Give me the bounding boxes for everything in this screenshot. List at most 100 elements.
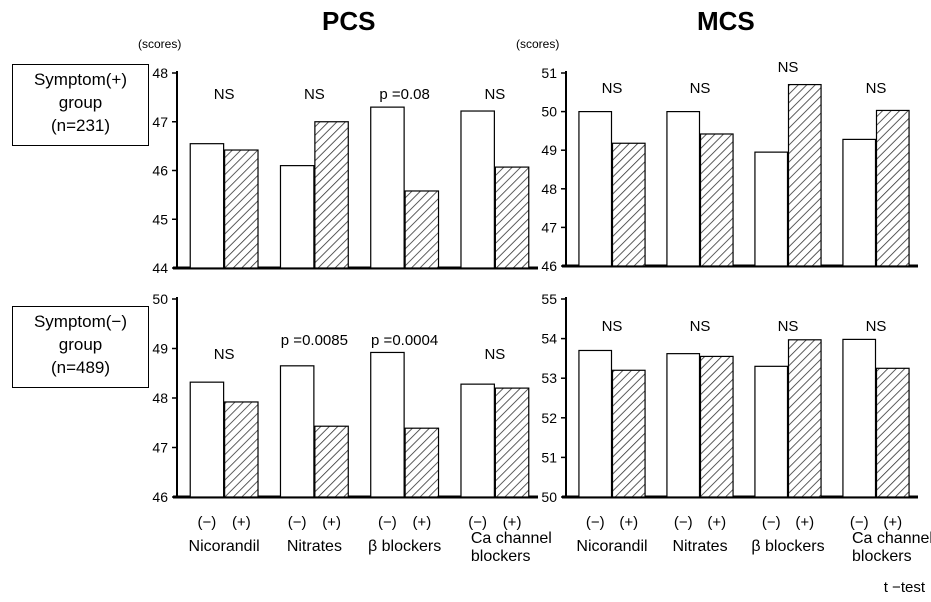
bar-without-drug bbox=[754, 365, 789, 498]
bar-without-drug bbox=[666, 110, 701, 267]
pcs-heading: PCS bbox=[322, 6, 376, 36]
category-label: Nitrates bbox=[287, 538, 342, 555]
bar-without-drug bbox=[578, 349, 613, 498]
significance-annotation: NS bbox=[304, 86, 325, 103]
bar-with-drug bbox=[611, 142, 646, 267]
significance-annotation: NS bbox=[778, 59, 799, 76]
bar-without-drug bbox=[279, 165, 315, 269]
sub-label-plus: (+) bbox=[883, 514, 902, 531]
category-label: Ca channel bbox=[852, 530, 931, 547]
y-tick-label: 51 bbox=[541, 65, 557, 81]
sub-label-minus: (−) bbox=[468, 514, 487, 531]
bar-without-drug bbox=[370, 351, 405, 498]
y-tick-label: 48 bbox=[152, 65, 168, 81]
group-label-line: (n=489) bbox=[50, 358, 111, 377]
sub-label-plus: (+) bbox=[795, 514, 814, 531]
bar-without-drug bbox=[189, 143, 225, 269]
category-label: β blockers bbox=[751, 538, 824, 555]
group-label-line: group bbox=[58, 335, 103, 354]
sub-label-minus: (−) bbox=[762, 514, 781, 531]
bar-without-drug bbox=[370, 106, 405, 269]
sub-label-plus: (+) bbox=[707, 514, 726, 531]
group-label-line: Symptom(+) bbox=[33, 70, 128, 89]
category-label: Nicorandil bbox=[189, 538, 260, 555]
significance-annotation: NS bbox=[214, 346, 235, 363]
sub-label-plus: (+) bbox=[503, 514, 522, 531]
bar-with-drug bbox=[699, 355, 734, 498]
bar-with-drug bbox=[699, 133, 734, 267]
symptom-positive-group-label: Symptom(+) group (n=231) bbox=[12, 64, 149, 146]
bar-without-drug bbox=[754, 151, 789, 267]
y-tick-label: 50 bbox=[541, 104, 557, 120]
y-tick-label: 49 bbox=[152, 341, 168, 357]
bar-with-drug bbox=[787, 339, 822, 498]
bar-without-drug bbox=[460, 383, 495, 498]
bar-without-drug bbox=[842, 138, 877, 267]
y-tick-label: 46 bbox=[152, 489, 168, 505]
sub-label-plus: (+) bbox=[412, 514, 431, 531]
bar-with-drug bbox=[875, 367, 910, 498]
significance-annotation: NS bbox=[484, 346, 505, 363]
sub-label-plus: (+) bbox=[619, 514, 638, 531]
bar-with-drug bbox=[404, 427, 440, 498]
y-tick-label: 47 bbox=[152, 114, 168, 130]
y-axis-unit-label: (scores) bbox=[516, 37, 559, 51]
y-tick-label: 48 bbox=[541, 181, 557, 197]
y-tick-label: 44 bbox=[152, 260, 168, 276]
category-label: β blockers bbox=[368, 538, 441, 555]
bar-with-drug bbox=[314, 121, 349, 269]
y-tick-label: 55 bbox=[541, 291, 557, 307]
y-tick-label: 49 bbox=[541, 142, 557, 158]
bar-without-drug bbox=[279, 365, 315, 498]
sub-label-minus: (−) bbox=[850, 514, 869, 531]
y-tick-label: 50 bbox=[541, 489, 557, 505]
group-label-line: (n=231) bbox=[50, 116, 111, 135]
bar-with-drug bbox=[224, 149, 259, 269]
sub-label-minus: (−) bbox=[378, 514, 397, 531]
bar-without-drug bbox=[666, 353, 701, 498]
category-label: Nitrates bbox=[672, 538, 727, 555]
y-tick-label: 48 bbox=[152, 390, 168, 406]
significance-annotation: p =0.0004 bbox=[371, 332, 438, 349]
bar-with-drug bbox=[611, 369, 646, 498]
significance-annotation: p =0.08 bbox=[379, 86, 429, 103]
bar-without-drug bbox=[460, 110, 495, 269]
category-label: blockers bbox=[852, 548, 912, 565]
mcs-heading: MCS bbox=[697, 6, 755, 36]
y-axis-unit-label: (scores) bbox=[138, 37, 181, 51]
bar-with-drug bbox=[404, 190, 440, 269]
significance-annotation: NS bbox=[778, 318, 799, 335]
y-tick-label: 53 bbox=[541, 370, 557, 386]
significance-annotation: NS bbox=[690, 80, 711, 97]
significance-annotation: NS bbox=[690, 318, 711, 335]
y-tick-label: 50 bbox=[152, 291, 168, 307]
sub-label-plus: (+) bbox=[322, 514, 341, 531]
significance-annotation: p =0.0085 bbox=[281, 332, 348, 349]
sub-label-minus: (−) bbox=[674, 514, 693, 531]
bar-with-drug bbox=[787, 83, 822, 267]
test-footnote: t −test bbox=[883, 579, 925, 596]
y-tick-label: 47 bbox=[541, 219, 557, 235]
significance-annotation: NS bbox=[602, 318, 623, 335]
bar-with-drug bbox=[314, 425, 349, 498]
y-tick-label: 45 bbox=[152, 211, 168, 227]
bar-with-drug bbox=[224, 401, 259, 498]
category-label: Nicorandil bbox=[576, 538, 647, 555]
sub-label-minus: (−) bbox=[288, 514, 307, 531]
sub-label-minus: (−) bbox=[198, 514, 217, 531]
sub-label-minus: (−) bbox=[586, 514, 605, 531]
significance-annotation: NS bbox=[484, 86, 505, 103]
bar-with-drug bbox=[494, 387, 530, 498]
symptom-negative-group-label: Symptom(−) group (n=489) bbox=[12, 306, 149, 388]
group-label-line: group bbox=[58, 93, 103, 112]
significance-annotation: NS bbox=[866, 80, 887, 97]
y-tick-label: 46 bbox=[152, 163, 168, 179]
significance-annotation: NS bbox=[866, 318, 887, 335]
significance-annotation: NS bbox=[214, 86, 235, 103]
y-tick-label: 46 bbox=[541, 258, 557, 274]
bar-without-drug bbox=[578, 110, 613, 267]
group-label-line: Symptom(−) bbox=[33, 312, 128, 331]
y-tick-label: 52 bbox=[541, 410, 557, 426]
bar-with-drug bbox=[875, 109, 910, 267]
